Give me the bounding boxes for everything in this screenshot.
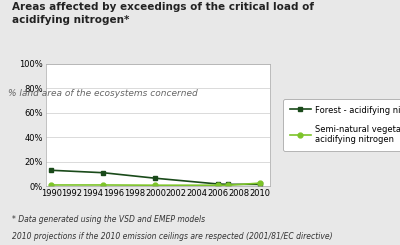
Text: 2010 projections if the 2010 emission ceilings are respected (2001/81/EC directi: 2010 projections if the 2010 emission ce…	[12, 232, 333, 241]
Text: * Data generated using the VSD and EMEP models: * Data generated using the VSD and EMEP …	[12, 215, 205, 224]
Legend: Forest - acidifying nitrogen, Semi-natural vegetation -
acidifying nitrogen: Forest - acidifying nitrogen, Semi-natur…	[283, 99, 400, 151]
Text: Areas affected by exceedings of the critical load of
acidifying nitrogen*: Areas affected by exceedings of the crit…	[12, 2, 314, 25]
Text: % land area of the ecosystems concerned: % land area of the ecosystems concerned	[8, 89, 198, 98]
